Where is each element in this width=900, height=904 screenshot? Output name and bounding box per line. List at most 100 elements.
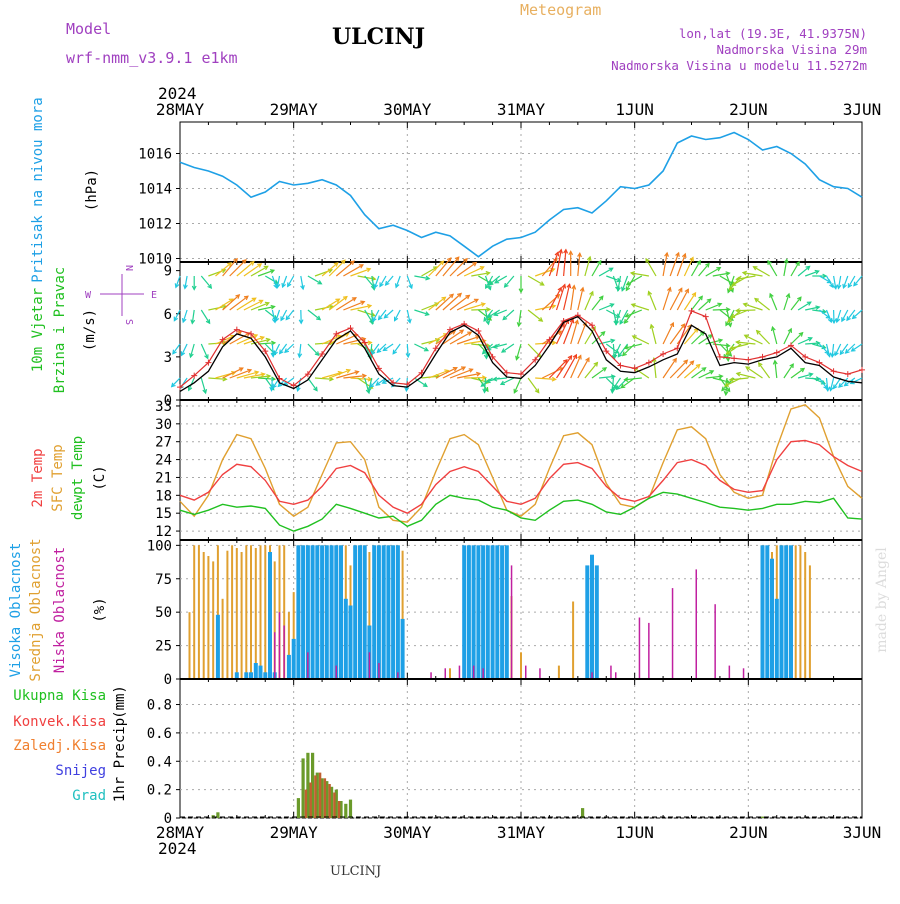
cloud-bar xyxy=(520,652,522,679)
cloud-bar xyxy=(320,545,324,679)
cloud-bar xyxy=(511,565,513,679)
cloud-bar xyxy=(315,545,319,679)
cloud-bar xyxy=(780,545,784,679)
cloud-bar xyxy=(648,623,650,679)
cloud-bar xyxy=(558,666,560,679)
clouds-ytick-label: 25 xyxy=(155,639,172,655)
cloud-bar xyxy=(330,545,334,679)
precip-total-bar xyxy=(297,798,300,818)
cloud-bar xyxy=(467,545,471,679)
cloud-bar xyxy=(585,565,589,679)
temperature-ytick-label: 33 xyxy=(155,399,172,415)
cloud-bar xyxy=(244,672,248,679)
cloud-bar xyxy=(539,668,541,679)
cloud-bar xyxy=(235,672,239,679)
cloud-bar xyxy=(525,666,527,679)
wind-ytick-label: 6 xyxy=(164,307,172,323)
temperature-ytick-label: 15 xyxy=(155,506,172,522)
cloud-bar xyxy=(591,672,593,679)
cloud-bar xyxy=(472,545,476,679)
top-date-label: 31MAY xyxy=(497,100,546,119)
precip-ytick-label: 0.6 xyxy=(147,726,172,742)
cloud-bar xyxy=(696,569,698,679)
cloud-bar xyxy=(226,551,228,679)
precip-total-bar xyxy=(302,758,305,818)
cloud-bar xyxy=(249,672,253,679)
cloud-bar xyxy=(222,599,224,679)
cloud-bar xyxy=(491,545,495,679)
cloud-bar xyxy=(292,639,296,679)
precip-total-bar xyxy=(344,804,347,818)
wind-label-b: Brzina i Pravac xyxy=(52,267,68,393)
cloud-bar xyxy=(255,548,257,679)
precip-conv-bar xyxy=(319,773,321,818)
wind-ytick-label: 3 xyxy=(164,350,172,366)
pressure-label-name: Pritisak na nivou mora xyxy=(30,97,46,282)
cloud-bar xyxy=(377,545,381,679)
precip-conv-bar xyxy=(305,790,307,818)
cloud-bar xyxy=(264,545,266,679)
bottom-date-label: 29MAY xyxy=(270,823,319,842)
compass-s: S xyxy=(123,319,134,325)
cloud-bar xyxy=(672,588,674,679)
cloud-bar xyxy=(203,552,205,679)
cloud-bar xyxy=(572,602,574,680)
cloud-bar xyxy=(283,626,285,680)
temperature-ytick-label: 18 xyxy=(155,488,172,504)
bottom-date-label: 3JUN xyxy=(843,823,882,842)
cloud-bar xyxy=(245,545,247,679)
cloud-bar xyxy=(334,545,338,679)
footer-station: ULCINJ xyxy=(330,864,381,879)
cloud-bar xyxy=(430,672,432,679)
meteogram-label: Meteogram xyxy=(520,1,601,19)
cloud-bar xyxy=(595,565,599,679)
cloud-bar xyxy=(378,663,380,679)
clouds-ytick-label: 100 xyxy=(147,538,172,554)
cloud-bar xyxy=(610,666,612,679)
bottom-date-label: 31MAY xyxy=(497,823,546,842)
cloud-bar xyxy=(770,559,774,679)
cloud-label-high: Visoka Oblacnost xyxy=(8,543,24,678)
cloud-bar xyxy=(809,565,811,679)
precip-conv-bar xyxy=(310,783,312,819)
bottom-date-label: 30MAY xyxy=(383,823,432,842)
cloud-bar xyxy=(639,618,641,680)
cloud-bar xyxy=(505,545,509,679)
precip-conv-bar xyxy=(324,778,326,818)
temp-label-unit: (C) xyxy=(92,465,108,490)
precip-label-unit: (mm) xyxy=(112,685,128,719)
pressure-ytick-label: 1016 xyxy=(138,147,172,163)
cloud-bar xyxy=(193,545,195,679)
cloud-bar xyxy=(198,545,200,679)
cloud-bar xyxy=(349,606,353,680)
cloud-bar xyxy=(259,666,263,679)
cloud-bar xyxy=(396,545,400,679)
cloud-bar xyxy=(486,545,490,679)
cloud-bar xyxy=(241,552,243,679)
precip-conv-bar xyxy=(338,801,340,818)
pressure-ytick-label: 1012 xyxy=(138,217,172,233)
cloud-bar xyxy=(729,666,731,679)
clouds-ytick-label: 0 xyxy=(164,672,172,688)
wind-arrow xyxy=(736,310,755,311)
bottom-date-label: 2JUN xyxy=(729,823,768,842)
cloud-bar xyxy=(765,545,769,679)
temperature-ytick-label: 27 xyxy=(155,435,172,451)
model-elevation-label: Nadmorska Visina u modelu 11.5272m xyxy=(611,58,867,73)
top-date-label: 29MAY xyxy=(270,100,319,119)
cloud-bar xyxy=(358,545,362,679)
top-date-label: 1JUN xyxy=(615,100,654,119)
pressure-ytick-label: 1014 xyxy=(138,182,172,198)
cloud-label-low: Niska Oblacnost xyxy=(52,547,68,673)
precip-conv-bar xyxy=(328,784,330,818)
bottom-date-label: 1JUN xyxy=(615,823,654,842)
top-date-label: 3JUN xyxy=(843,100,882,119)
wind-arrow xyxy=(713,309,730,310)
wind-arrow xyxy=(471,309,490,310)
cloud-bar xyxy=(189,612,191,679)
cloud-bar xyxy=(254,663,258,679)
precip-ytick-label: 0.8 xyxy=(147,698,172,714)
temperature-ytick-label: 21 xyxy=(155,470,172,486)
cloud-bar xyxy=(363,545,367,679)
